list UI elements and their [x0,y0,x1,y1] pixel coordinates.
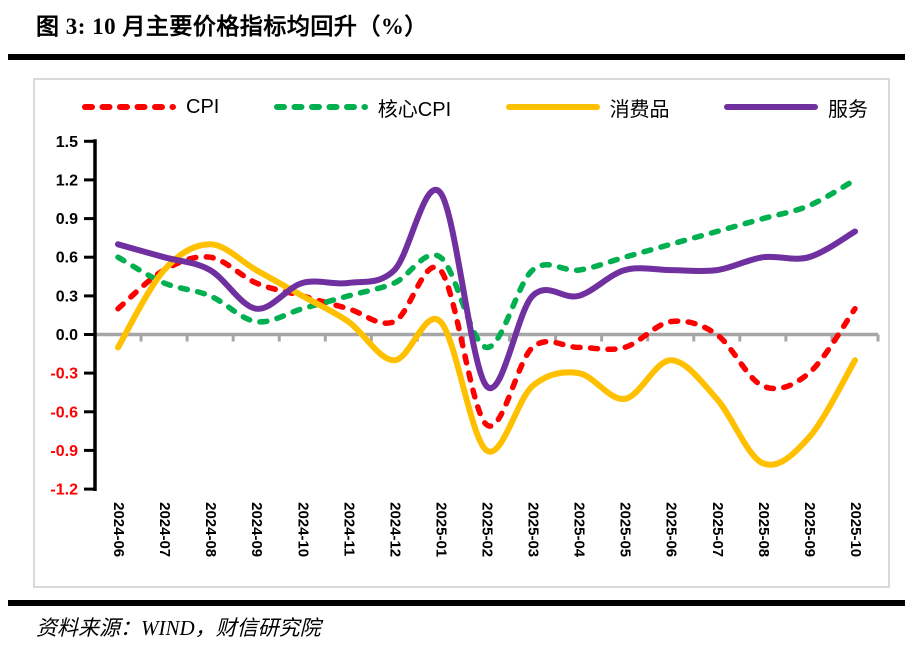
figure-title: 图 3: 10 月主要价格指标均回升（%） [36,14,428,39]
y-axis: 1.5 1.2 0.9 0.6 0.3 0.0 -0.3 -0.6 -0.9 -1.2 [50,134,97,499]
footer-divider [8,600,905,606]
chart-panel: 1.5 1.2 0.9 0.6 0.3 0.0 -0.3 -0.6 -0.9 -1.2 2024-0… [33,78,890,588]
source-note: 资料来源：WIND，财信研究院 [36,616,321,640]
x-tick-label: 2025-04 [571,502,588,558]
x-tick-label: 2025-01 [432,502,449,557]
legend-label: 消费品 [609,98,670,121]
y-tick-label: 0.3 [56,288,78,305]
x-tick-label: 2024-07 [156,502,173,557]
line-chart: 1.5 1.2 0.9 0.6 0.3 0.0 -0.3 -0.6 -0.9 -1.2 2024-0… [50,134,880,558]
x-tick-label: 2025-05 [617,502,634,557]
x-tick-label: 2025-06 [663,502,680,557]
legend-item-cpi: CPI [81,96,219,119]
y-tick-label: 0.0 [56,327,78,344]
x-tick-label: 2025-10 [847,502,864,557]
legend-item-consumer-goods: 消费品 [505,93,670,122]
legend-item-services: 服务 [723,93,868,122]
legend-label: 服务 [828,98,868,121]
chart-legend: CPI 核心CPI 消费品 服务 [81,93,868,122]
x-tick-label: 2025-08 [755,502,772,557]
x-tick-label: 2025-09 [801,502,818,557]
y-tick-label: -0.9 [50,443,78,460]
legend-label: 核心CPI [377,98,452,121]
legend-label: CPI [186,95,220,118]
title-divider [8,54,905,60]
series-line-core-cpi [115,177,858,351]
zero-gridline [95,332,880,342]
y-tick-label: 0.9 [56,211,78,228]
legend-line-sample [273,104,368,110]
x-tick-label: 2024-10 [294,502,311,557]
y-tick-label: 1.5 [56,134,78,151]
x-tick-label: 2024-06 [110,502,127,557]
x-axis-labels: 2024-06 2024-07 2024-08 2024-09 2024-10 2024-… [110,502,864,558]
y-tick-label: -0.6 [50,404,78,421]
y-tick-label: 1.2 [56,172,78,189]
y-tick-label: -0.3 [50,366,78,383]
legend-line-sample [724,104,818,110]
legend-line-sample [82,104,176,110]
x-tick-label: 2024-11 [340,502,357,556]
x-tick-label: 2024-12 [386,502,403,557]
x-tick-label: 2024-08 [202,502,219,557]
x-tick-label: 2025-07 [709,502,726,557]
x-tick-label: 2024-09 [248,502,265,557]
y-tick-label: -1.2 [50,482,78,499]
series-line-consumer-goods [115,241,858,468]
x-tick-label: 2025-02 [479,502,496,557]
series-line-cpi [115,254,858,429]
series-line-services [115,186,858,392]
legend-item-core-cpi: 核心CPI [273,93,451,122]
x-tick-label: 2025-03 [525,502,542,557]
y-tick-label: 0.6 [56,250,78,267]
legend-line-sample [505,104,600,110]
